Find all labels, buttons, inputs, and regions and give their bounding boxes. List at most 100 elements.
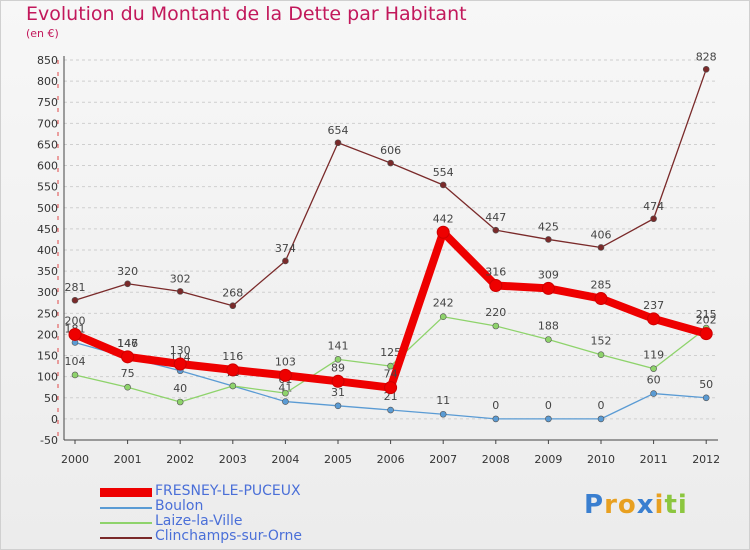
data-label: 202	[696, 314, 717, 327]
data-point	[594, 292, 608, 306]
data-label: 220	[485, 306, 506, 319]
x-tick-label: 2003	[219, 453, 247, 466]
data-point	[68, 327, 82, 341]
data-point	[173, 357, 187, 371]
logo-letter: i	[654, 490, 665, 520]
series-line-clinchamps-sur-orne	[74, 69, 707, 307]
data-point	[439, 313, 447, 321]
data-point	[489, 278, 503, 292]
x-tick-label: 2004	[271, 453, 299, 466]
x-tick-label: 2007	[429, 453, 457, 466]
data-point	[650, 365, 657, 372]
y-tick-label: 650	[37, 138, 58, 151]
y-tick-label: 850	[37, 54, 58, 67]
data-label: 447	[485, 211, 506, 224]
data-label: 442	[433, 212, 454, 225]
x-tick-label: 2001	[114, 453, 142, 466]
data-label: 31	[331, 386, 345, 399]
y-tick-label: 700	[37, 117, 58, 130]
data-label: 147	[117, 337, 138, 350]
chart-unit: (en €)	[26, 27, 59, 40]
data-point	[384, 381, 398, 395]
data-label: 654	[328, 124, 349, 137]
data-point	[226, 363, 240, 377]
data-point	[439, 181, 447, 189]
data-point	[647, 312, 661, 326]
data-point	[71, 371, 79, 379]
data-point	[492, 322, 500, 330]
logo-letter: P	[584, 490, 605, 520]
data-point	[229, 382, 237, 390]
data-point	[282, 398, 289, 405]
data-point	[597, 351, 605, 359]
data-label: 188	[538, 320, 559, 333]
data-label: 130	[170, 344, 191, 357]
legend-swatch	[100, 488, 152, 497]
data-point	[387, 159, 394, 167]
data-point	[387, 362, 394, 370]
data-point	[124, 280, 131, 288]
logo-letter: t	[664, 490, 678, 520]
data-point	[439, 410, 447, 418]
data-point	[699, 327, 713, 341]
y-tick-label: -50	[40, 434, 58, 447]
x-tick-label: 2005	[324, 453, 352, 466]
y-tick-label: 50	[44, 392, 58, 405]
logo-letter: i	[677, 490, 688, 520]
data-label: 215	[696, 308, 717, 321]
logo-letter: x	[636, 490, 655, 520]
data-point	[334, 139, 342, 147]
data-point	[334, 402, 342, 410]
data-label: 0	[545, 399, 552, 412]
data-label: 104	[65, 355, 86, 368]
data-label: 268	[222, 287, 243, 300]
data-label: 89	[331, 361, 345, 374]
proxiti-logo: Proxiti	[584, 490, 688, 520]
data-label: 606	[380, 144, 401, 157]
data-label: 141	[328, 339, 349, 352]
y-tick-label: 600	[37, 160, 58, 173]
data-point	[331, 374, 345, 388]
data-point	[650, 215, 657, 223]
legend-label: Clinchamps-sur-Orne	[155, 528, 302, 544]
data-point	[545, 336, 552, 343]
data-label: 60	[647, 374, 661, 387]
y-tick-label: 250	[37, 307, 58, 320]
y-tick-label: 300	[37, 286, 58, 299]
data-point	[702, 394, 710, 402]
data-label: 11	[436, 394, 450, 407]
data-label: 302	[170, 272, 191, 285]
y-tick-label: 750	[37, 96, 58, 109]
data-point	[545, 415, 552, 423]
data-point	[492, 226, 500, 234]
data-point	[545, 236, 552, 243]
y-tick-label: 200	[37, 328, 58, 341]
data-label: 40	[173, 382, 187, 395]
data-point	[282, 389, 289, 397]
data-point	[71, 296, 79, 304]
data-label: 21	[384, 390, 398, 403]
data-point	[387, 406, 394, 414]
data-label: 119	[643, 349, 664, 362]
y-tick-label: 0	[51, 413, 58, 426]
data-point	[334, 356, 342, 363]
data-label: 281	[65, 281, 86, 294]
y-tick-label: 450	[37, 223, 58, 236]
x-tick-label: 2006	[377, 453, 405, 466]
data-label: 374	[275, 242, 296, 255]
y-tick-label: 150	[37, 350, 58, 363]
data-point	[597, 244, 605, 251]
x-tick-label: 2002	[166, 453, 194, 466]
data-label: 0	[598, 399, 605, 412]
y-tick-label: 800	[37, 75, 58, 88]
data-label: 320	[117, 265, 138, 278]
legend-swatch	[100, 537, 152, 539]
data-label: 74	[384, 368, 398, 381]
data-label: 0	[492, 399, 499, 412]
legend-swatch	[100, 522, 152, 524]
data-label: 103	[275, 355, 296, 368]
data-label: 309	[538, 268, 559, 281]
data-label: 474	[643, 200, 664, 213]
